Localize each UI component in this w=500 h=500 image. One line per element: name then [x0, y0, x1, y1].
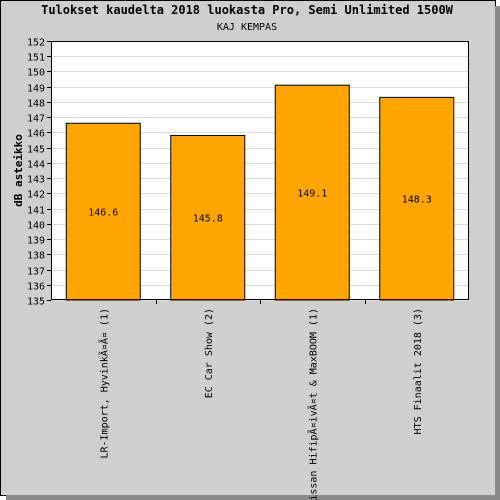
chart-subtitle: KAJ KEMPAS: [216, 22, 278, 33]
y-tick-label: 148: [27, 99, 45, 110]
y-tick-label: 150: [27, 68, 45, 79]
y-tick-label: 149: [27, 84, 45, 95]
y-tick-label: 140: [27, 221, 45, 232]
y-tick-label: 135: [27, 297, 45, 308]
x-category-label: LR-Import, HyvinkÃ¤Ã¤ (1): [97, 308, 110, 459]
y-tick-label: 152: [27, 38, 45, 49]
bar-value-label: 145.8: [193, 214, 223, 225]
y-axis-ticks: 135 136 137 138 139 140 141 142 143 144 145 146 147 1…: [27, 38, 51, 308]
chart-title: Tulokset kaudelta 2018 luokasta Pro, Sem…: [41, 3, 453, 17]
y-tick-label: 146: [27, 129, 45, 140]
frame-shadow-right: [495, 6, 500, 500]
bar-value-label: 148.3: [402, 195, 432, 206]
y-tick-label: 147: [27, 114, 45, 125]
frame-shadow-bottom: [6, 495, 500, 500]
x-axis-categories: LR-Import, HyvinkÃ¤Ã¤ (1) EC Car Show (2)…: [97, 300, 424, 500]
x-category-label: Nissan HifipÃ¤ivÃ¤t & MaxBOOM (1): [306, 308, 319, 500]
y-tick-label: 136: [27, 282, 45, 293]
bar-value-label: 146.6: [88, 208, 118, 219]
y-axis-label: dB asteikko: [12, 134, 25, 207]
x-category-label: HTS Finaalit 2018 (3): [413, 308, 424, 434]
y-tick-label: 141: [27, 206, 45, 217]
y-tick-label: 139: [27, 236, 45, 247]
bar: [274, 84, 350, 301]
y-tick-label: 144: [27, 160, 45, 171]
x-category-label: EC Car Show (2): [204, 308, 215, 398]
y-tick-label: 151: [27, 53, 45, 64]
bar-value-label: 149.1: [297, 189, 327, 200]
bar: [65, 122, 141, 301]
bars: 146.6 145.8 149.1 148.3: [65, 84, 455, 301]
y-tick-label: 143: [27, 175, 45, 186]
bar: [170, 134, 246, 301]
y-tick-label: 145: [27, 145, 45, 156]
plot-border: [51, 41, 469, 300]
bar: [379, 96, 455, 301]
y-tick-label: 137: [27, 267, 45, 278]
y-tick-label: 138: [27, 251, 45, 262]
y-tick-label: 142: [27, 190, 45, 201]
